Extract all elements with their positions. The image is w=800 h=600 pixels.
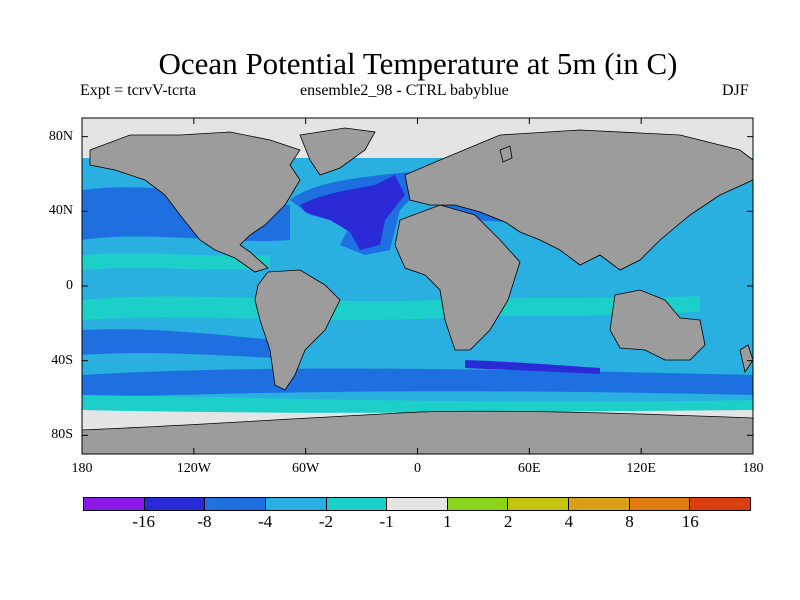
legend-label: 16 (681, 512, 699, 531)
southern-ocean-band (82, 395, 753, 414)
lat-tick-label: 40S (51, 352, 73, 368)
legend-swatch (205, 498, 266, 510)
map-title: Ocean Potential Temperature at 5m (in C) (158, 46, 678, 81)
lon-tick-label: 120E (626, 461, 656, 476)
south-america (254, 269, 341, 391)
legend-swatch (84, 498, 145, 510)
legend-label: -8 (197, 512, 212, 531)
legend-label: 2 (503, 512, 513, 531)
legend-swatch (690, 498, 751, 510)
legend-swatch (144, 498, 206, 510)
antarctica (82, 410, 753, 454)
experiment-label: Expt = tcrvV-tcrta (80, 82, 196, 99)
legend-label: 4 (564, 512, 574, 531)
lon-tick-label: 180 (742, 461, 764, 476)
legend-label: -4 (258, 512, 273, 531)
africa (394, 204, 521, 351)
legend-label: 1 (443, 512, 452, 531)
legend-swatch (569, 498, 630, 510)
legend-label: -1 (379, 512, 394, 531)
north-atlantic-cold-core (300, 175, 405, 250)
british-isles (499, 145, 513, 163)
lon-tick-label: 60W (292, 461, 320, 476)
legend-label: 8 (625, 512, 634, 531)
legend-swatch (508, 498, 570, 510)
lon-tick-label: 180 (71, 461, 93, 476)
north-america (89, 131, 301, 273)
season-label: DJF (722, 82, 749, 99)
southern-ocean-cool (82, 368, 753, 398)
color-legend (83, 497, 751, 511)
lat-tick-label: 80S (51, 427, 73, 443)
axis-ticks (81, 118, 754, 454)
legend-swatch (265, 498, 327, 510)
eurasia (404, 129, 753, 271)
lon-tick-label: 0 (414, 461, 421, 476)
legend-swatch (387, 498, 448, 510)
indian-cold-streak (465, 360, 600, 374)
greenland (299, 127, 376, 176)
legend-label: -16 (132, 512, 156, 531)
tropical-band-north (82, 253, 270, 270)
lon-tick-label: 60E (518, 461, 541, 476)
australia (609, 289, 706, 361)
south-pacific-cool (82, 329, 280, 358)
lat-tick-label: 0 (66, 278, 73, 293)
legend-swatch (629, 498, 691, 510)
legend-swatch (447, 498, 509, 510)
lat-tick-label: 40N (48, 203, 73, 219)
new-zealand (739, 344, 753, 373)
ensemble-label: ensemble2_98 - CTRL babyblue (300, 82, 509, 99)
legend-swatch (326, 498, 388, 510)
legend-label: -2 (318, 512, 333, 531)
lat-tick-label: 80N (48, 128, 73, 144)
lon-tick-label: 120W (176, 461, 211, 476)
land-mask (82, 127, 753, 454)
